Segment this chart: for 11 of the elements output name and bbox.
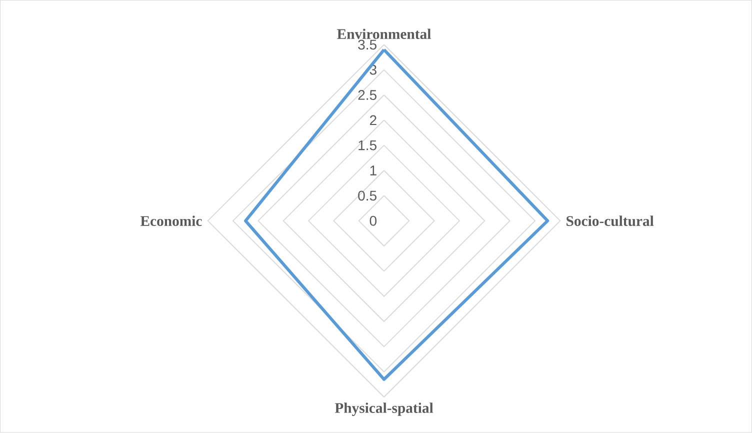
y-tick-label: 0	[370, 216, 377, 226]
y-tick-label: 3.5	[358, 40, 376, 50]
spoke-label: Environmental	[337, 28, 431, 40]
spoke-label: Socio-cultural	[566, 216, 654, 226]
spoke-label: Physical-spatial	[334, 402, 434, 416]
y-tick-label: 2.5	[358, 90, 376, 100]
y-tick-label: 0.5	[358, 190, 376, 201]
y-tick-label: 2	[370, 115, 376, 126]
y-tick-label: 1.5	[358, 140, 376, 150]
y-tick-label: 1	[370, 166, 376, 176]
spoke-label: Economic	[140, 216, 202, 226]
